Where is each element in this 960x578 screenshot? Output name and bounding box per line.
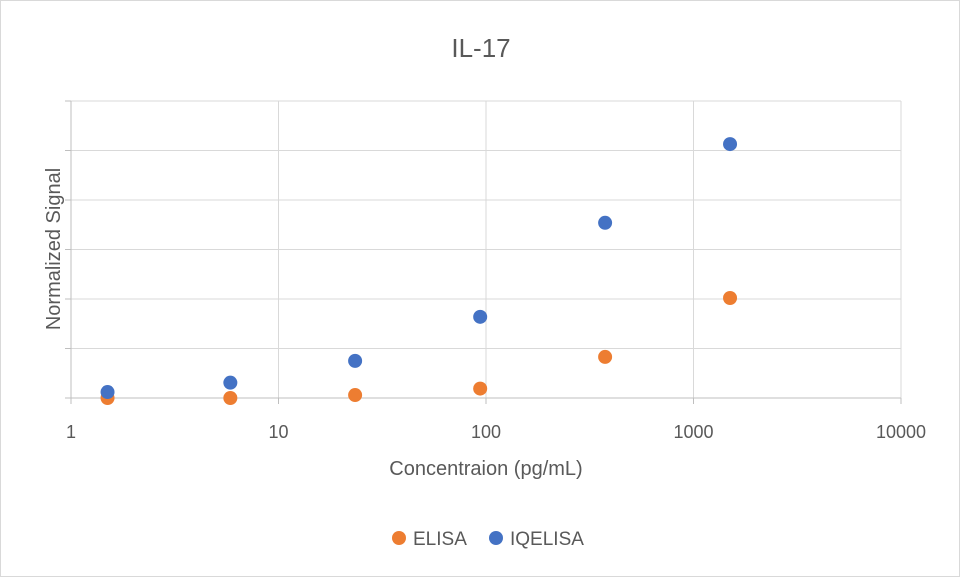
x-tick-label: 1: [66, 422, 76, 442]
elisa-point: [223, 391, 238, 405]
x-tick-label: 100: [471, 422, 501, 442]
elisa-legend-label: ELISA: [413, 529, 467, 550]
iqelisa-point: [100, 385, 115, 400]
iqelisa-point: [223, 375, 238, 390]
x-tick-label: 10: [268, 422, 288, 442]
chart-title: IL-17: [451, 33, 510, 63]
elisa-point: [723, 291, 738, 306]
legend: ELISA IQELISA: [392, 529, 584, 550]
points-layer: [100, 137, 738, 405]
y-axis-title: Normalized Signal: [43, 168, 65, 330]
elisa-point: [598, 349, 613, 364]
elisa-point: [473, 381, 488, 396]
iqelisa-point: [723, 137, 738, 152]
iqelisa-point: [348, 353, 363, 368]
x-tick-label: 1000: [673, 422, 713, 442]
elisa-point: [348, 388, 363, 403]
grid-layer: [71, 100, 902, 398]
x-tick-label: 10000: [876, 422, 926, 442]
iqelisa-legend-marker: [489, 531, 503, 545]
x-axis-title: Concentraion (pg/mL): [389, 458, 582, 480]
elisa-legend-marker: [392, 531, 406, 545]
axis-layer: 1 10 100 1000 10000: [65, 100, 926, 442]
iqelisa-point: [598, 215, 613, 230]
iqelisa-point: [473, 309, 488, 324]
iqelisa-legend-label: IQELISA: [510, 529, 584, 550]
